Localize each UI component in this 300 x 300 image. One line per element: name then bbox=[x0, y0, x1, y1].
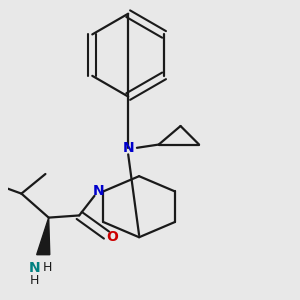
Text: H: H bbox=[30, 274, 39, 287]
Text: N: N bbox=[93, 184, 105, 198]
Text: N: N bbox=[122, 141, 134, 155]
Text: O: O bbox=[106, 230, 118, 244]
Text: N: N bbox=[29, 261, 40, 275]
Polygon shape bbox=[37, 218, 50, 255]
Text: H: H bbox=[43, 261, 52, 274]
